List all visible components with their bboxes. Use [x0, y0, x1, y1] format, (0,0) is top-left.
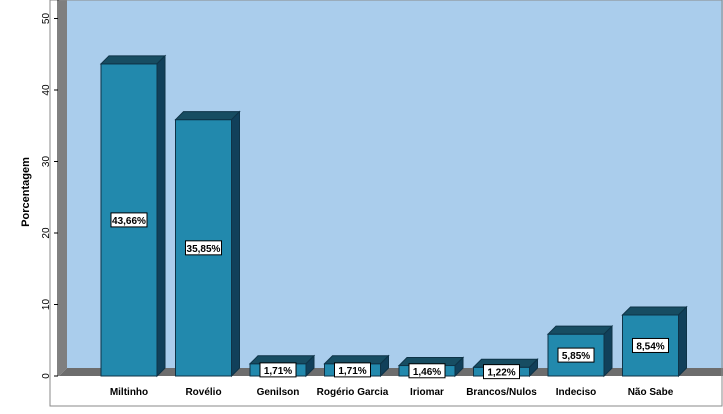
bar-side [305, 354, 315, 378]
y-axis: 0 10 20 30 40 50 [41, 0, 59, 379]
y-tick-label: 30 [41, 156, 52, 168]
bar-side [454, 356, 464, 378]
data-label: 43,66% [112, 216, 146, 227]
data-label-box [110, 212, 148, 228]
category-label: Brancos/Nulos [466, 387, 537, 398]
data-label: 8,54% [636, 341, 664, 352]
data-label: 5,85% [562, 351, 590, 362]
bar-side [678, 305, 687, 378]
category-labels-group: Miltinho Rovélio Genilson Rogério Garcia Iri… [110, 387, 674, 398]
bar-top [621, 306, 688, 316]
category-label: Miltinho [110, 387, 148, 398]
left-wall [59, 0, 67, 376]
bar-side [231, 110, 240, 378]
bar-top [546, 325, 614, 335]
bar-side [380, 354, 389, 378]
chart-frame [49, 0, 723, 407]
data-label-box [408, 363, 446, 379]
bars-group [99, 54, 688, 378]
category-label: Rovélio [185, 387, 221, 398]
data-label: 1,22% [487, 368, 515, 379]
data-label: 35,85% [187, 244, 221, 255]
data-labels-group: 43,66% 35,85% 1,71% 1,71% 1,46% 1,22% 5,85% 8,5… [110, 212, 669, 380]
bar-side [156, 54, 166, 378]
category-label: Genilson [257, 387, 300, 398]
category-label: Rogério Garcia [317, 387, 389, 398]
category-label: Não Sabe [628, 387, 674, 398]
data-label: 1,46% [413, 367, 441, 378]
y-tick-label: 20 [41, 227, 52, 239]
category-label: Iriomar [410, 387, 444, 398]
data-label-box [259, 362, 297, 378]
y-tick-label: 10 [41, 299, 52, 311]
bar-top [174, 111, 241, 121]
y-tick-label: 0 [41, 373, 52, 379]
data-label: 1,71% [338, 366, 366, 377]
y-tick-label: 40 [41, 84, 52, 96]
data-label-box [334, 362, 371, 378]
y-axis-title: Porcentagem [20, 157, 32, 227]
bar [99, 54, 167, 378]
category-label: Indeciso [556, 387, 597, 398]
data-label-box [557, 347, 595, 363]
data-label-box [632, 337, 669, 353]
data-label-box [185, 240, 222, 256]
y-tick-label: 50 [41, 13, 52, 25]
data-label: 1,71% [264, 366, 292, 377]
bar-top [99, 55, 167, 65]
bar-side [603, 324, 613, 378]
bar-side [529, 358, 538, 378]
bar [546, 324, 614, 378]
data-label-box [483, 364, 520, 380]
